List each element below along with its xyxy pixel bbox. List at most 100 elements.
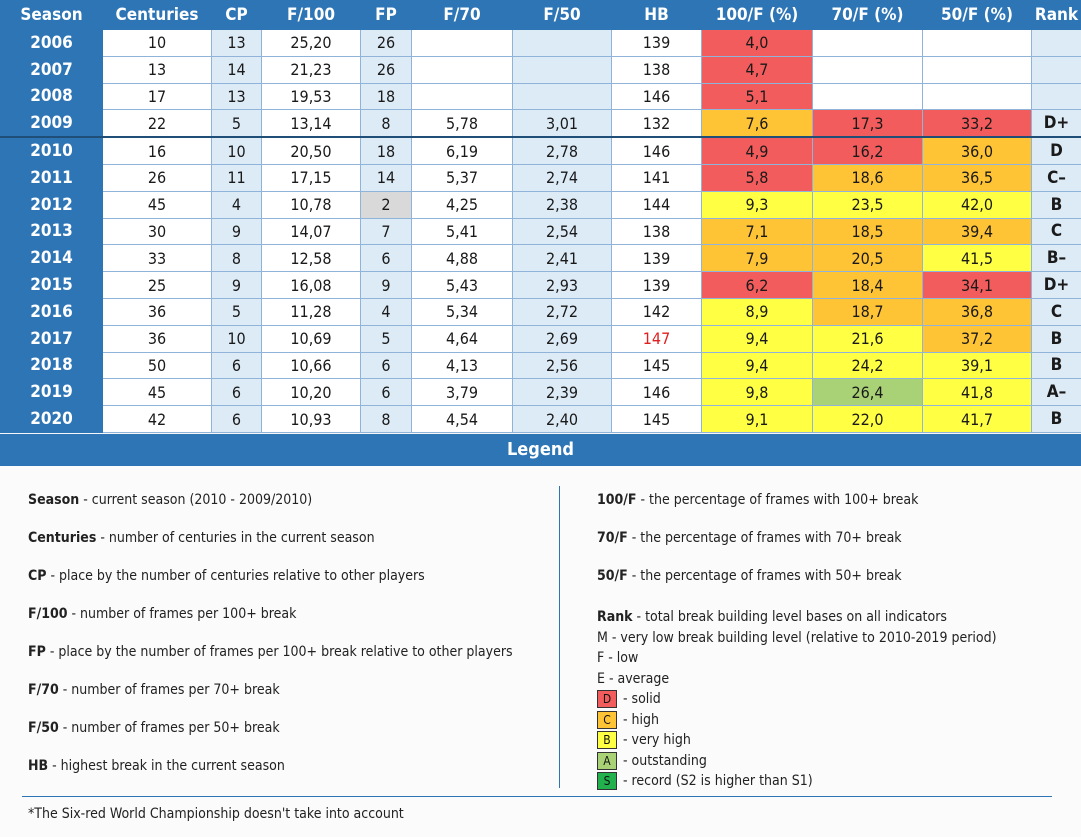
cell-f100: 10,20: [261, 378, 361, 407]
legend-item: CP - place by the number of centuries re…: [28, 568, 425, 584]
cell-p100: 6,2: [701, 271, 813, 299]
cell-fp: 14: [360, 163, 412, 192]
cell-fp: 5: [360, 324, 412, 353]
cell-p50: [922, 55, 1032, 84]
cell-f70: 5,37: [411, 163, 513, 192]
cell-f100: 11,28: [261, 297, 361, 326]
column-header: F/100: [261, 0, 361, 30]
cell-f50: [512, 29, 612, 57]
cell-hb: 138: [611, 55, 702, 84]
cell-hb: 139: [611, 244, 702, 273]
cell-f50: 2,56: [512, 351, 612, 380]
cell-f70: 5,78: [411, 109, 513, 138]
cell-f100: 14,07: [261, 217, 361, 246]
rank-swatch-item: S - record (S2 is higher than S1): [597, 771, 997, 792]
cell-f100: 12,58: [261, 244, 361, 273]
cell-p100: 9,4: [701, 324, 813, 353]
legend-desc: - highest break in the current season: [48, 758, 285, 774]
cell-rank: C–: [1031, 163, 1081, 192]
cell-season: 2006: [0, 29, 103, 57]
cell-rank: A–: [1031, 378, 1081, 407]
cell-centuries: 30: [102, 217, 212, 246]
table-row: 2008 17 13 19,53 18 146 5,1: [0, 82, 1081, 111]
legend-item: F/50 - number of frames per 50+ break: [28, 720, 280, 736]
cell-cp: 13: [211, 29, 262, 57]
legend-term: 50/F: [597, 568, 628, 584]
cell-f50: 2,74: [512, 163, 612, 192]
rank-level: M - very low break building level (relat…: [597, 629, 997, 646]
column-header: Season: [0, 0, 103, 30]
table-row: 2015 25 9 16,08 9 5,43 2,93 139 6,2 18,4 34,1 D+: [0, 271, 1081, 299]
cell-f100: 20,50: [261, 136, 361, 165]
cell-f70: 4,54: [411, 405, 513, 433]
cell-p70: [812, 29, 923, 57]
cell-season: 2010: [0, 136, 103, 165]
table-row: 2020 42 6 10,93 8 4,54 2,40 145 9,1 22,0 41,7 B: [0, 405, 1081, 433]
cell-p70: 20,5: [812, 244, 923, 273]
cell-centuries: 36: [102, 324, 212, 353]
cell-cp: 8: [211, 244, 262, 273]
cell-hb: 141: [611, 163, 702, 192]
cell-fp: 6: [360, 244, 412, 273]
cell-season: 2009: [0, 109, 103, 138]
cell-f50: 2,72: [512, 297, 612, 326]
legend-term: F/50: [28, 720, 59, 736]
table-row: 2016 36 5 11,28 4 5,34 2,72 142 8,9 18,7 36,8 C: [0, 297, 1081, 326]
cell-f50: 2,93: [512, 271, 612, 299]
cell-f70: [411, 82, 513, 111]
cell-f70: 6,19: [411, 136, 513, 165]
cell-centuries: 22: [102, 109, 212, 138]
rank-desc: - total break building level bases on al…: [632, 609, 947, 625]
cell-centuries: 26: [102, 163, 212, 192]
rank-swatch-desc: - outstanding: [623, 752, 707, 769]
cell-fp: 4: [360, 297, 412, 326]
legend-desc: - place by the number of centuries relat…: [46, 568, 425, 584]
cell-f100: 17,15: [261, 163, 361, 192]
table-row: 2014 33 8 12,58 6 4,88 2,41 139 7,9 20,5 41,5 B–: [0, 244, 1081, 273]
cell-centuries: 16: [102, 136, 212, 165]
cell-cp: 4: [211, 190, 262, 219]
cell-p50: 42,0: [922, 190, 1032, 219]
rank-swatch-desc: - record (S2 is higher than S1): [623, 773, 813, 789]
column-header: 100/F (%): [701, 0, 813, 30]
stats-table: Season Centuries CP F/100 FP F/70 F/50 HB 100/F …: [0, 0, 1081, 433]
cell-f100: 21,23: [261, 55, 361, 84]
legend-desc: - number of frames per 50+ break: [58, 720, 280, 736]
rank-swatch-item: B - very high: [597, 730, 997, 751]
cell-f70: 4,13: [411, 351, 513, 380]
cell-season: 2019: [0, 378, 103, 407]
cell-f70: [411, 29, 513, 57]
cell-cp: 6: [211, 378, 262, 407]
column-header: Rank: [1031, 0, 1081, 30]
cell-season: 2017: [0, 324, 103, 353]
footnote-divider: [22, 796, 1052, 797]
cell-p70: 18,5: [812, 217, 923, 246]
cell-cp: 13: [211, 82, 262, 111]
cell-f70: 5,43: [411, 271, 513, 299]
cell-season: 2020: [0, 405, 103, 433]
table-row: 2012 45 4 10,78 2 4,25 2,38 144 9,3 23,5 42,0 B: [0, 190, 1081, 219]
cell-rank: B: [1031, 351, 1081, 380]
cell-f50: 2,78: [512, 136, 612, 165]
cell-centuries: 10: [102, 29, 212, 57]
cell-rank: D+: [1031, 271, 1081, 299]
cell-f70: 3,79: [411, 378, 513, 407]
cell-f100: 10,66: [261, 351, 361, 380]
table-row: 2007 13 14 21,23 26 138 4,7: [0, 55, 1081, 84]
legend-term: Season: [28, 492, 80, 508]
legend-item: 100/F - the percentage of frames with 10…: [597, 492, 918, 508]
rank-level: F - low: [597, 650, 639, 666]
legend-divider: [559, 486, 560, 788]
cell-p70: 18,6: [812, 163, 923, 192]
cell-cp: 9: [211, 217, 262, 246]
rank-swatch: B: [597, 731, 617, 749]
cell-p50: 36,0: [922, 136, 1032, 165]
table-row: 2017 36 10 10,69 5 4,64 2,69 147 9,4 21,6 37,2 B: [0, 324, 1081, 353]
cell-centuries: 50: [102, 351, 212, 380]
cell-cp: 11: [211, 163, 262, 192]
legend-desc: - the percentage of frames with 100+ bre…: [636, 492, 919, 508]
cell-rank: [1031, 82, 1081, 111]
cell-cp: 10: [211, 324, 262, 353]
cell-p100: 4,9: [701, 136, 813, 165]
legend-item: HB - highest break in the current season: [28, 758, 285, 774]
